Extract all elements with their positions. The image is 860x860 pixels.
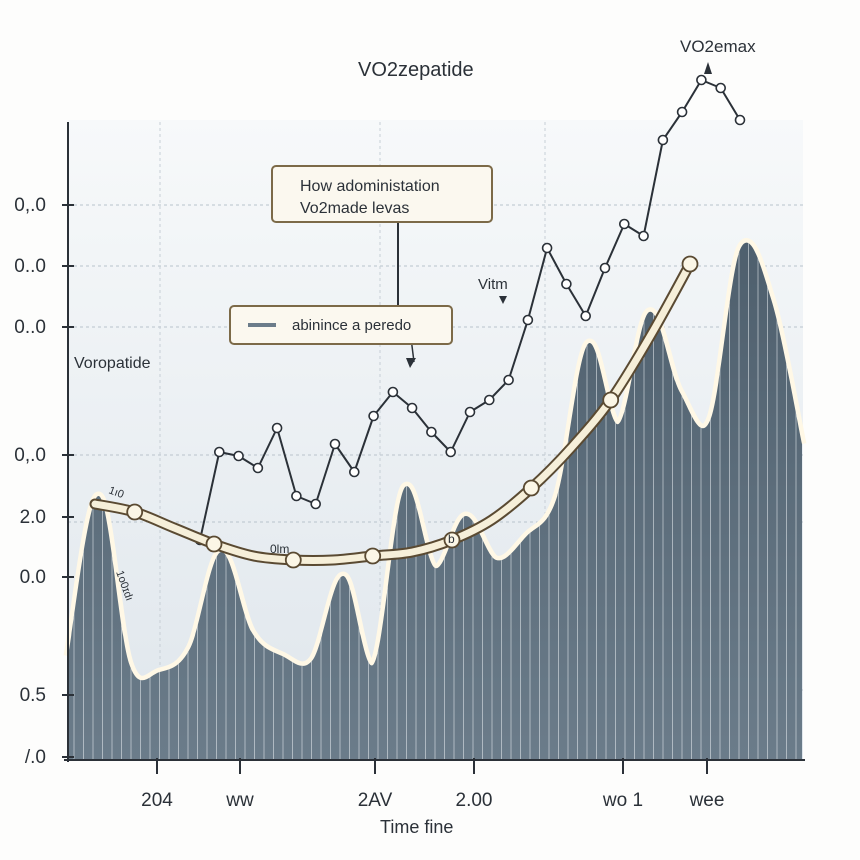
trough-label: 0lm (270, 542, 289, 556)
y-tick-label: 0,.0 (14, 195, 46, 216)
dotted-series-point (252, 462, 264, 474)
y-tick-label: 2.0 (20, 507, 46, 528)
y-tick-label: /.0 (25, 747, 46, 768)
peak-annotation: VO2emax (680, 37, 756, 56)
dotted-series-point (580, 310, 592, 322)
dotted-series-point (310, 498, 322, 510)
callout: How adoministation Vo2made levas (271, 165, 493, 368)
y-tick-label: 0.0 (20, 567, 46, 588)
vitm-label: Vitm (478, 276, 508, 293)
dotted-series-point (561, 278, 572, 290)
x-tick-label: wee (689, 790, 725, 811)
x-tick-label: 2.00 (456, 790, 493, 811)
chart-title: VO2zepatide (358, 59, 474, 81)
dotted-series-point (483, 394, 495, 406)
x-axis-label: Time fine (380, 817, 453, 837)
dotted-series-point (271, 422, 283, 434)
dotted-series-point (233, 450, 244, 462)
dotted-series-point (503, 374, 514, 386)
y-tick-label: 0..0 (14, 256, 46, 277)
dotted-series-point (676, 106, 688, 118)
legend-label: abinince a peredo (292, 317, 411, 334)
trend-line-point (364, 547, 382, 565)
dotted-series-point (406, 402, 418, 414)
trend-line-point (602, 391, 620, 409)
y-tick-label: 0.5 (20, 685, 46, 706)
trend-line-point (284, 551, 302, 569)
dotted-series-point (291, 490, 302, 502)
x-tick-label: 204 (141, 790, 173, 811)
dotted-series-point (638, 230, 649, 242)
dotted-series-point (329, 438, 341, 450)
callout-box (271, 165, 493, 223)
dotted-series-point (696, 74, 707, 86)
dotted-series-point (387, 386, 399, 398)
trend-line-point (443, 531, 461, 549)
y-tick-label: 0,.0 (14, 445, 46, 466)
callout-line-2: Vo2made levas (300, 200, 409, 217)
dotted-line-series (194, 74, 746, 546)
dotted-series-point (734, 114, 746, 126)
callout-line-1: How adoministation (300, 178, 440, 195)
dotted-series-point (522, 314, 534, 326)
dotted-series-point (464, 406, 476, 418)
legend-box (229, 305, 453, 345)
dotted-series-point (426, 426, 437, 438)
series-label: Voropatide (74, 355, 151, 372)
legend-leader-arrow (406, 358, 416, 368)
trend-line (91, 260, 694, 565)
trend-line-series (89, 255, 699, 569)
trend-start-label: 1ı0 (107, 485, 125, 502)
y-axis-ticks: 0,.0 0..0 0..0 0,.0 2.0 0.0 0.5 /.0 (14, 195, 74, 768)
trend-line-point (205, 535, 223, 553)
x-tick-label: ww (225, 790, 254, 811)
dotted-series-point (541, 242, 553, 254)
dotted-series-point (368, 410, 379, 422)
dotted-series-point (599, 262, 611, 274)
x-axis-ticks: 204 ww 2AV 2.00 wo 1 wee (141, 758, 724, 811)
x-tick-label: 2AV (358, 790, 393, 811)
legend: abinince a peredo (229, 305, 453, 345)
x-tick-label: wo 1 (602, 790, 643, 811)
dotted-series-point (348, 466, 360, 478)
dotted-series-point (657, 134, 669, 146)
peak-arrow (704, 62, 712, 74)
dotted-series-point (715, 82, 727, 94)
area-fill (68, 242, 802, 760)
dotted-series-point (214, 446, 225, 458)
dotted-series-point (618, 218, 630, 230)
trend-line-point (522, 479, 540, 497)
trend-line-point (681, 255, 699, 273)
trend-line-point (126, 503, 144, 521)
mid-label: b (448, 532, 455, 546)
vitm-arrow (499, 296, 507, 304)
y-tick-label: 0..0 (14, 317, 46, 338)
dotted-series-point (445, 446, 457, 458)
